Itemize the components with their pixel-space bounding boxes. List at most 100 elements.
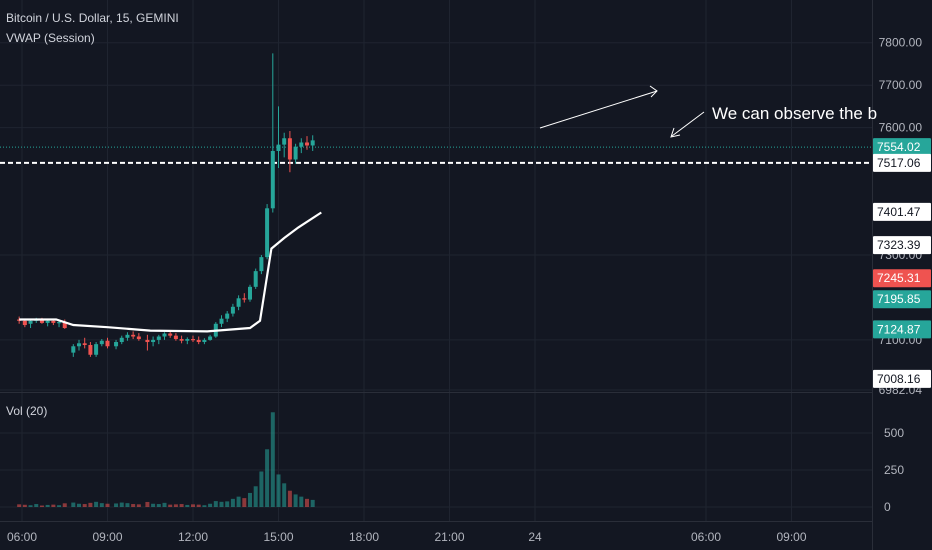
volume-bar[interactable]: [125, 503, 130, 507]
candle[interactable]: [94, 342, 99, 357]
candle[interactable]: [191, 335, 195, 343]
candle[interactable]: [151, 336, 156, 347]
volume-bar[interactable]: [299, 496, 304, 507]
volume-bar[interactable]: [45, 504, 50, 507]
volume-bar[interactable]: [51, 504, 56, 507]
candle[interactable]: [99, 339, 104, 347]
candle[interactable]: [105, 337, 110, 349]
candle[interactable]: [125, 332, 130, 341]
volume-bar[interactable]: [82, 504, 87, 507]
candle[interactable]: [310, 135, 315, 151]
candle[interactable]: [253, 268, 258, 289]
candle[interactable]: [156, 334, 161, 345]
candle[interactable]: [119, 335, 124, 345]
volume-bar[interactable]: [173, 504, 178, 507]
volume-bar[interactable]: [202, 505, 207, 507]
volume-bar[interactable]: [156, 504, 161, 507]
trend-arrow-line[interactable]: [539, 90, 658, 129]
volume-bar[interactable]: [282, 483, 287, 507]
volume-bar[interactable]: [225, 501, 230, 507]
candle[interactable]: [270, 53, 275, 213]
volume-bar[interactable]: [62, 503, 67, 507]
candle[interactable]: [71, 344, 76, 357]
volume-bar[interactable]: [265, 449, 270, 507]
candle[interactable]: [145, 334, 150, 351]
candle[interactable]: [77, 339, 81, 351]
volume-bar[interactable]: [191, 504, 195, 507]
candle[interactable]: [88, 342, 93, 357]
callout-arrow-line[interactable]: [671, 111, 705, 137]
candle[interactable]: [185, 337, 190, 345]
candle[interactable]: [114, 339, 119, 350]
candle[interactable]: [236, 295, 241, 311]
candle[interactable]: [173, 333, 178, 341]
volume-bar[interactable]: [310, 499, 315, 507]
volume-bar[interactable]: [230, 498, 235, 507]
volume-bar[interactable]: [119, 502, 124, 507]
volume-bar[interactable]: [131, 504, 136, 507]
volume-bar[interactable]: [248, 492, 252, 507]
volume-bar[interactable]: [185, 504, 190, 507]
candle[interactable]: [299, 138, 304, 154]
vwap-legend[interactable]: VWAP (Session): [6, 31, 95, 45]
candle[interactable]: [45, 319, 50, 327]
volume-bar[interactable]: [196, 504, 201, 507]
annotation-text[interactable]: We can observe the b: [712, 104, 878, 123]
volume-bar[interactable]: [293, 494, 298, 507]
candle[interactable]: [17, 316, 22, 324]
volume-bar[interactable]: [71, 502, 76, 507]
candle[interactable]: [162, 332, 167, 340]
volume-bar[interactable]: [145, 501, 150, 507]
candle[interactable]: [62, 319, 67, 329]
candle[interactable]: [248, 284, 252, 302]
volume-bar[interactable]: [236, 496, 241, 507]
volume-bar[interactable]: [179, 504, 184, 507]
candle[interactable]: [225, 311, 230, 323]
volume-bar[interactable]: [105, 503, 110, 507]
candle[interactable]: [82, 337, 87, 349]
candle[interactable]: [276, 106, 281, 168]
volume-bar[interactable]: [276, 474, 281, 507]
volume-bar[interactable]: [34, 504, 39, 507]
candle[interactable]: [179, 335, 184, 344]
volume-bar[interactable]: [213, 501, 218, 507]
candle[interactable]: [219, 315, 224, 328]
candle[interactable]: [259, 255, 264, 275]
candle[interactable]: [305, 136, 309, 150]
volume-bar[interactable]: [168, 504, 173, 507]
volume-bar[interactable]: [22, 504, 27, 507]
volume-bar[interactable]: [270, 412, 275, 507]
volume-bar[interactable]: [253, 486, 258, 507]
volume-bar[interactable]: [39, 505, 44, 507]
volume-bar[interactable]: [242, 498, 247, 507]
candle[interactable]: [282, 132, 287, 158]
volume-bar[interactable]: [28, 505, 33, 507]
volume-bar[interactable]: [305, 498, 309, 507]
volume-bar[interactable]: [88, 502, 93, 507]
volume-bar[interactable]: [208, 503, 213, 507]
volume-bar[interactable]: [219, 501, 224, 507]
volume-bar[interactable]: [99, 503, 104, 507]
volume-bar[interactable]: [114, 503, 119, 507]
volume-bar[interactable]: [151, 503, 156, 507]
symbol-legend[interactable]: Bitcoin / U.S. Dollar, 15, GEMINI: [6, 11, 179, 25]
candle[interactable]: [293, 143, 298, 164]
volume-bar[interactable]: [77, 503, 81, 507]
candle[interactable]: [208, 334, 213, 341]
candle[interactable]: [136, 333, 141, 341]
volume-bar[interactable]: [57, 505, 62, 507]
candle[interactable]: [131, 331, 136, 340]
volume-bar[interactable]: [17, 504, 22, 507]
candle[interactable]: [242, 293, 247, 303]
volume-bar[interactable]: [94, 501, 99, 507]
volume-bar[interactable]: [259, 471, 264, 507]
volume-bar[interactable]: [287, 490, 292, 507]
candle[interactable]: [265, 204, 270, 260]
volume-bar[interactable]: [136, 504, 141, 507]
candle[interactable]: [196, 336, 201, 345]
volume-legend[interactable]: Vol (20): [6, 404, 48, 418]
candle[interactable]: [202, 338, 207, 345]
candle[interactable]: [287, 131, 292, 173]
volume-bar[interactable]: [162, 502, 167, 507]
